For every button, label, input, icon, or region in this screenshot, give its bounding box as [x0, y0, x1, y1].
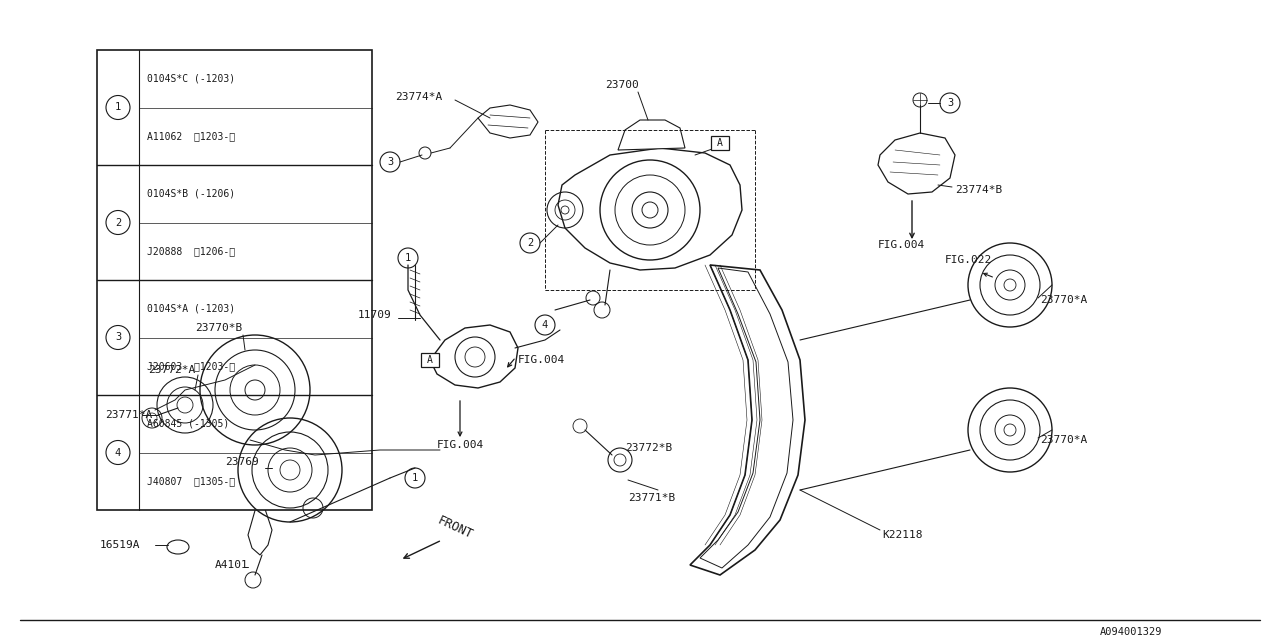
Text: 23771*A: 23771*A: [105, 410, 152, 420]
Polygon shape: [248, 500, 273, 555]
Polygon shape: [430, 325, 518, 388]
Bar: [710, 136, 730, 150]
Text: 3: 3: [947, 98, 954, 108]
Text: 23769: 23769: [225, 457, 259, 467]
Text: A094001329: A094001329: [1100, 627, 1162, 637]
Text: J40807  〈1305-〉: J40807 〈1305-〉: [147, 476, 236, 486]
Polygon shape: [477, 105, 538, 138]
Text: A: A: [717, 138, 723, 148]
Text: 0104S*C (-1203): 0104S*C (-1203): [147, 74, 236, 84]
Text: 23772*B: 23772*B: [625, 443, 672, 453]
Text: A60845 (-1305): A60845 (-1305): [147, 419, 229, 429]
Text: A4101: A4101: [215, 560, 248, 570]
Text: FIG.004: FIG.004: [878, 240, 925, 250]
Text: A11062  〈1203-〉: A11062 〈1203-〉: [147, 131, 236, 141]
Text: 16519A: 16519A: [100, 540, 141, 550]
Text: 23774*A: 23774*A: [396, 92, 443, 102]
Bar: [97, 50, 372, 510]
Text: 3: 3: [115, 333, 122, 342]
Text: K22118: K22118: [882, 530, 923, 540]
Bar: [421, 353, 439, 367]
Text: 23772*A: 23772*A: [148, 365, 196, 375]
Text: 4: 4: [541, 320, 548, 330]
Text: 23770*A: 23770*A: [1039, 295, 1087, 305]
Text: 1: 1: [404, 253, 411, 263]
Polygon shape: [878, 133, 955, 194]
Text: 0104S*A (-1203): 0104S*A (-1203): [147, 304, 236, 314]
Text: J20888  〈1206-〉: J20888 〈1206-〉: [147, 246, 236, 256]
Text: FIG.004: FIG.004: [436, 440, 484, 450]
Text: 11709: 11709: [358, 310, 392, 320]
Text: 1: 1: [412, 473, 419, 483]
Text: FIG.004: FIG.004: [518, 355, 566, 365]
Text: J20603  〈1203-〉: J20603 〈1203-〉: [147, 361, 236, 371]
Text: 23774*B: 23774*B: [955, 185, 1002, 195]
Text: 4: 4: [115, 447, 122, 458]
Text: 0104S*B (-1206): 0104S*B (-1206): [147, 189, 236, 199]
Text: FRONT: FRONT: [435, 514, 475, 541]
Text: 1: 1: [115, 102, 122, 113]
Polygon shape: [558, 148, 742, 270]
Text: 2: 2: [115, 218, 122, 227]
Text: 2: 2: [527, 238, 534, 248]
Text: 23700: 23700: [605, 80, 639, 90]
Text: 3: 3: [387, 157, 393, 167]
Polygon shape: [618, 120, 685, 150]
Text: 23771*B: 23771*B: [628, 493, 676, 503]
Text: 23770*A: 23770*A: [1039, 435, 1087, 445]
Text: 23770*B: 23770*B: [195, 323, 242, 333]
Text: FIG.022: FIG.022: [945, 255, 992, 265]
Text: A: A: [428, 355, 433, 365]
